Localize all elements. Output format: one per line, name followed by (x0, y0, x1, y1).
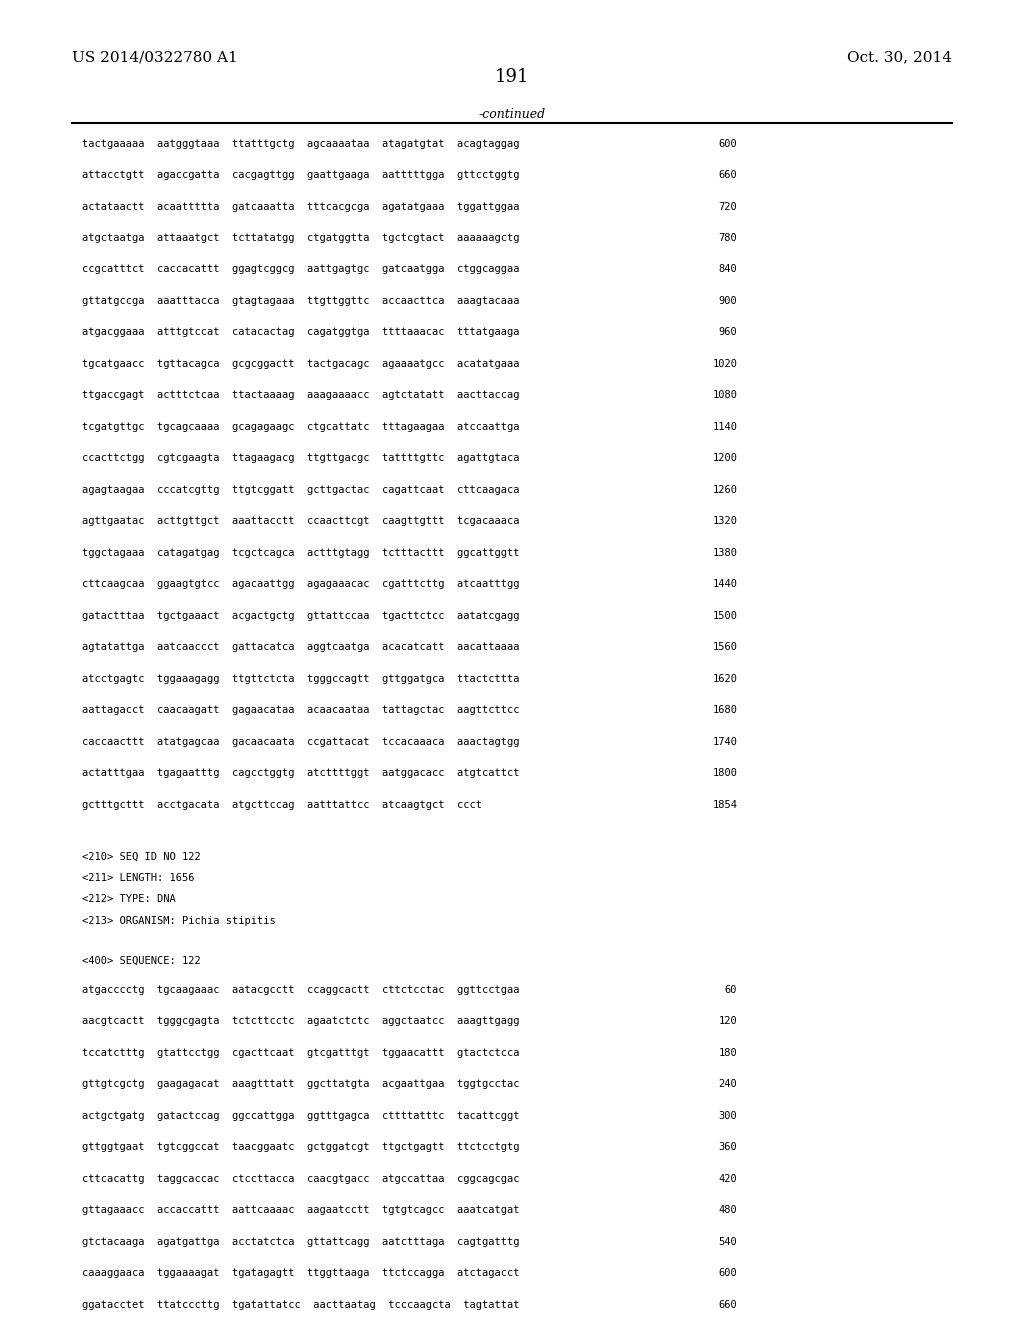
Text: 120: 120 (719, 1016, 737, 1027)
Text: 300: 300 (719, 1110, 737, 1121)
Text: 1140: 1140 (713, 422, 737, 432)
Text: 191: 191 (495, 69, 529, 86)
Text: US 2014/0322780 A1: US 2014/0322780 A1 (72, 50, 238, 65)
Text: tgcatgaacc  tgttacagca  gcgcggactt  tactgacagc  agaaaatgcc  acatatgaaa: tgcatgaacc tgttacagca gcgcggactt tactgac… (82, 359, 519, 368)
Text: gttgtcgctg  gaagagacat  aaagtttatt  ggcttatgta  acgaattgaa  tggtgcctac: gttgtcgctg gaagagacat aaagtttatt ggcttat… (82, 1080, 519, 1089)
Text: cttcacattg  taggcaccac  ctccttacca  caacgtgacc  atgccattaa  cggcagcgac: cttcacattg taggcaccac ctccttacca caacgtg… (82, 1173, 519, 1184)
Text: 840: 840 (719, 264, 737, 275)
Text: ggatacctet  ttatcccttg  tgatattatcc  aacttaatag  tcccaagcta  tagtattat: ggatacctet ttatcccttg tgatattatcc aactta… (82, 1300, 519, 1309)
Text: attacctgtt  agaccgatta  cacgagttgg  gaattgaaga  aatttttgga  gttcctggtg: attacctgtt agaccgatta cacgagttgg gaattga… (82, 170, 519, 180)
Text: agagtaagaa  cccatcgttg  ttgtcggatt  gcttgactac  cagattcaat  cttcaagaca: agagtaagaa cccatcgttg ttgtcggatt gcttgac… (82, 484, 519, 495)
Text: 780: 780 (719, 234, 737, 243)
Text: ccgcatttct  caccacattt  ggagtcggcg  aattgagtgc  gatcaatgga  ctggcaggaa: ccgcatttct caccacattt ggagtcggcg aattgag… (82, 264, 519, 275)
Text: gttatgccga  aaatttacca  gtagtagaaa  ttgttggttc  accaacttca  aaagtacaaa: gttatgccga aaatttacca gtagtagaaa ttgttgg… (82, 296, 519, 306)
Text: <210> SEQ ID NO 122: <210> SEQ ID NO 122 (82, 853, 201, 862)
Text: gatactttaa  tgctgaaact  acgactgctg  gttattccaa  tgacttctcc  aatatcgagg: gatactttaa tgctgaaact acgactgctg gttattc… (82, 611, 519, 620)
Text: 1680: 1680 (713, 705, 737, 715)
Text: caccaacttt  atatgagcaa  gacaacaata  ccgattacat  tccacaaaca  aaactagtgg: caccaacttt atatgagcaa gacaacaata ccgatta… (82, 737, 519, 747)
Text: 420: 420 (719, 1173, 737, 1184)
Text: gttggtgaat  tgtcggccat  taacggaatc  gctggatcgt  ttgctgagtt  ttctcctgtg: gttggtgaat tgtcggccat taacggaatc gctggat… (82, 1142, 519, 1152)
Text: 900: 900 (719, 296, 737, 306)
Text: 960: 960 (719, 327, 737, 338)
Text: atgacccctg  tgcaagaaac  aatacgcctt  ccaggcactt  cttctcctac  ggttcctgaa: atgacccctg tgcaagaaac aatacgcctt ccaggca… (82, 985, 519, 995)
Text: tccatctttg  gtattcctgg  cgacttcaat  gtcgatttgt  tggaacattt  gtactctcca: tccatctttg gtattcctgg cgacttcaat gtcgatt… (82, 1048, 519, 1057)
Text: actataactt  acaattttta  gatcaaatta  tttcacgcga  agatatgaaa  tggattggaa: actataactt acaattttta gatcaaatta tttcacg… (82, 202, 519, 211)
Text: actatttgaa  tgagaatttg  cagcctggtg  atcttttggt  aatggacacc  atgtcattct: actatttgaa tgagaatttg cagcctggtg atctttt… (82, 768, 519, 777)
Text: 240: 240 (719, 1080, 737, 1089)
Text: 1020: 1020 (713, 359, 737, 368)
Text: agttgaatac  acttgttgct  aaattacctt  ccaacttcgt  caagttgttt  tcgacaaaca: agttgaatac acttgttgct aaattacctt ccaactt… (82, 516, 519, 527)
Text: ttgaccgagt  actttctcaa  ttactaaaag  aaagaaaacc  agtctatatt  aacttaccag: ttgaccgagt actttctcaa ttactaaaag aaagaaa… (82, 391, 519, 400)
Text: aacgtcactt  tgggcgagta  tctcttcctc  agaatctctc  aggctaatcc  aaagttgagg: aacgtcactt tgggcgagta tctcttcctc agaatct… (82, 1016, 519, 1027)
Text: 60: 60 (725, 985, 737, 995)
Text: 1800: 1800 (713, 768, 737, 777)
Text: 1560: 1560 (713, 642, 737, 652)
Text: 1320: 1320 (713, 516, 737, 527)
Text: cttcaagcaa  ggaagtgtcc  agacaattgg  agagaaacac  cgatttcttg  atcaatttgg: cttcaagcaa ggaagtgtcc agacaattgg agagaaa… (82, 579, 519, 589)
Text: atgacggaaa  atttgtccat  catacactag  cagatggtga  ttttaaacac  tttatgaaga: atgacggaaa atttgtccat catacactag cagatgg… (82, 327, 519, 338)
Text: 480: 480 (719, 1205, 737, 1216)
Text: <211> LENGTH: 1656: <211> LENGTH: 1656 (82, 874, 195, 883)
Text: 1380: 1380 (713, 548, 737, 558)
Text: atcctgagtc  tggaaagagg  ttgttctcta  tgggccagtt  gttggatgca  ttactcttta: atcctgagtc tggaaagagg ttgttctcta tgggcca… (82, 673, 519, 684)
Text: atgctaatga  attaaatgct  tcttatatgg  ctgatggtta  tgctcgtact  aaaaaagctg: atgctaatga attaaatgct tcttatatgg ctgatgg… (82, 234, 519, 243)
Text: tggctagaaa  catagatgag  tcgctcagca  actttgtagg  tctttacttt  ggcattggtt: tggctagaaa catagatgag tcgctcagca actttgt… (82, 548, 519, 558)
Text: 1620: 1620 (713, 673, 737, 684)
Text: 660: 660 (719, 170, 737, 180)
Text: caaaggaaca  tggaaaagat  tgatagagtt  ttggttaaga  ttctccagga  atctagacct: caaaggaaca tggaaaagat tgatagagtt ttggtta… (82, 1269, 519, 1278)
Text: 1200: 1200 (713, 453, 737, 463)
Text: 600: 600 (719, 1269, 737, 1278)
Text: 1740: 1740 (713, 737, 737, 747)
Text: gctttgcttt  acctgacata  atgcttccag  aatttattcc  atcaagtgct  ccct: gctttgcttt acctgacata atgcttccag aatttat… (82, 800, 482, 809)
Text: tcgatgttgc  tgcagcaaaa  gcagagaagc  ctgcattatc  tttagaagaa  atccaattga: tcgatgttgc tgcagcaaaa gcagagaagc ctgcatt… (82, 422, 519, 432)
Text: 1854: 1854 (713, 800, 737, 809)
Text: 660: 660 (719, 1300, 737, 1309)
Text: ccacttctgg  cgtcgaagta  ttagaagacg  ttgttgacgc  tattttgttc  agattgtaca: ccacttctgg cgtcgaagta ttagaagacg ttgttga… (82, 453, 519, 463)
Text: gttagaaacc  accaccattt  aattcaaaac  aagaatcctt  tgtgtcagcc  aaatcatgat: gttagaaacc accaccattt aattcaaaac aagaatc… (82, 1205, 519, 1216)
Text: 1260: 1260 (713, 484, 737, 495)
Text: -continued: -continued (478, 108, 546, 121)
Text: agtatattga  aatcaaccct  gattacatca  aggtcaatga  acacatcatt  aacattaaaa: agtatattga aatcaaccct gattacatca aggtcaa… (82, 642, 519, 652)
Text: gtctacaaga  agatgattga  acctatctca  gttattcagg  aatctttaga  cagtgatttg: gtctacaaga agatgattga acctatctca gttattc… (82, 1237, 519, 1246)
Text: tactgaaaaa  aatgggtaaa  ttatttgctg  agcaaaataa  atagatgtat  acagtaggag: tactgaaaaa aatgggtaaa ttatttgctg agcaaaa… (82, 139, 519, 149)
Text: 180: 180 (719, 1048, 737, 1057)
Text: actgctgatg  gatactccag  ggccattgga  ggtttgagca  cttttatttc  tacattcggt: actgctgatg gatactccag ggccattgga ggtttga… (82, 1110, 519, 1121)
Text: Oct. 30, 2014: Oct. 30, 2014 (847, 50, 952, 65)
Text: 1080: 1080 (713, 391, 737, 400)
Text: 600: 600 (719, 139, 737, 149)
Text: 540: 540 (719, 1237, 737, 1246)
Text: <213> ORGANISM: Pichia stipitis: <213> ORGANISM: Pichia stipitis (82, 916, 275, 925)
Text: 1500: 1500 (713, 611, 737, 620)
Text: 360: 360 (719, 1142, 737, 1152)
Text: 1440: 1440 (713, 579, 737, 589)
Text: 720: 720 (719, 202, 737, 211)
Text: aattagacct  caacaagatt  gagaacataa  acaacaataa  tattagctac  aagttcttcc: aattagacct caacaagatt gagaacataa acaacaa… (82, 705, 519, 715)
Text: <400> SEQUENCE: 122: <400> SEQUENCE: 122 (82, 956, 201, 965)
Text: <212> TYPE: DNA: <212> TYPE: DNA (82, 895, 176, 904)
